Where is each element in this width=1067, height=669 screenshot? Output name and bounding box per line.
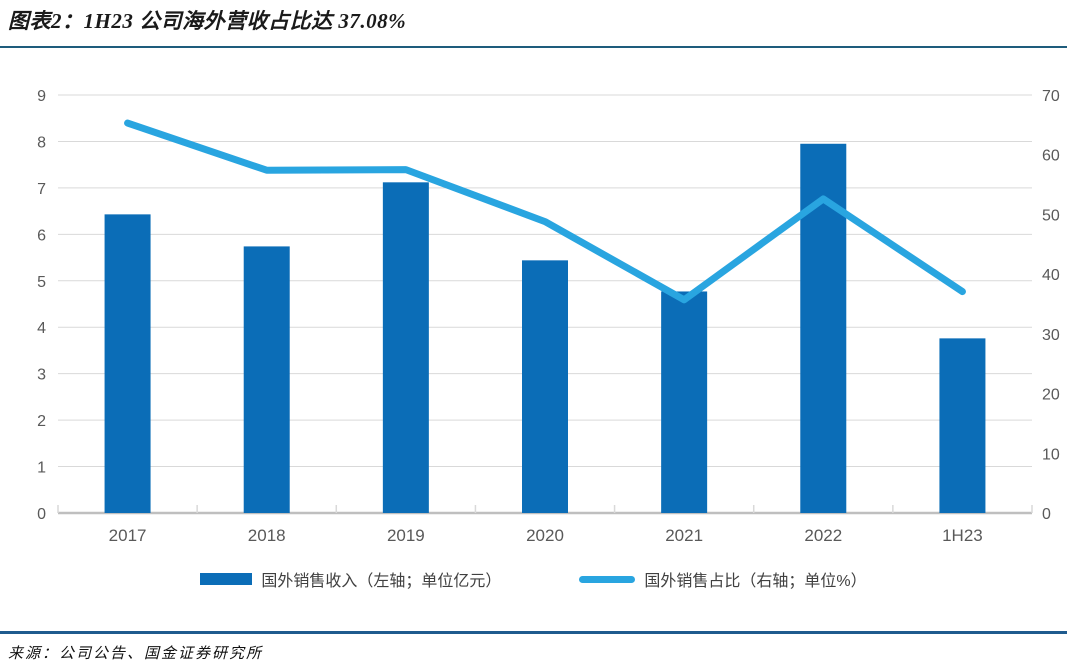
bar-2020 [522, 260, 568, 513]
bottom-divider [0, 631, 1067, 634]
category-label: 2021 [665, 526, 703, 545]
line-series-swatch [579, 575, 636, 583]
source-note: 来源：公司公告、国金证券研究所 [8, 646, 264, 662]
right-axis-tick-label: 10 [1042, 446, 1060, 463]
bar-2019 [382, 182, 429, 513]
left-axis-tick-label: 7 [37, 181, 46, 198]
right-axis-tick-label: 50 [1042, 207, 1060, 224]
left-axis-tick-label: 3 [37, 367, 46, 384]
left-axis-tick-label: 4 [37, 320, 46, 337]
left-axis-tick-label: 1 [37, 460, 46, 477]
left-axis-tick-label: 6 [37, 227, 46, 244]
line-series-label: 国外销售占比（右轴；单位%） [644, 573, 867, 590]
legend-item-line-series: 国外销售占比（右轴；单位%） [579, 567, 867, 591]
left-axis-tick-label: 5 [37, 274, 46, 291]
left-axis-tick-label: 9 [37, 88, 46, 105]
right-axis-tick-label: 30 [1042, 327, 1060, 344]
right-axis-tick-label: 60 [1042, 148, 1060, 165]
title-divider [0, 46, 1067, 48]
bar-2021 [661, 291, 708, 513]
right-axis-tick-label: 0 [1042, 506, 1051, 523]
bar-series-swatch [200, 573, 253, 585]
ratio-line [124, 119, 966, 304]
category-label: 1H23 [942, 526, 983, 545]
legend-item-bar-series: 国外销售收入（左轴；单位亿元） [200, 567, 501, 591]
left-axis-tick-label: 8 [37, 134, 46, 151]
category-label: 2022 [804, 526, 842, 545]
right-axis-tick-label: 70 [1042, 88, 1060, 105]
right-axis-tick-label: 40 [1042, 267, 1060, 284]
bar-1H23 [939, 338, 986, 513]
category-label: 2018 [248, 526, 286, 545]
category-label: 2019 [387, 526, 425, 545]
combo-chart: 0 1 2 3 4 5 6 7 8 9 0 10 20 30 40 50 60 70 2017 2018 2019 202… [37, 88, 1060, 545]
chart-legend: 国外销售收入（左轴；单位亿元） 国外销售占比（右轴；单位%） [0, 567, 1067, 591]
right-axis-tick-label: 20 [1042, 387, 1060, 404]
left-axis-tick-label: 2 [37, 413, 46, 430]
category-label: 2017 [109, 526, 147, 545]
category-label: 2020 [526, 526, 564, 545]
chart-area: 0 1 2 3 4 5 6 7 8 9 0 10 20 30 40 50 60 70 2017 2018 2019 202… [0, 55, 1067, 560]
left-axis-tick-label: 0 [37, 506, 46, 523]
bar-2018 [243, 246, 290, 514]
figure-title: 图表2：1H23 公司海外营收占比达 37.08% [8, 9, 407, 33]
bar-series-label: 国外销售收入（左轴；单位亿元） [261, 573, 502, 590]
bar-2017 [104, 214, 151, 513]
